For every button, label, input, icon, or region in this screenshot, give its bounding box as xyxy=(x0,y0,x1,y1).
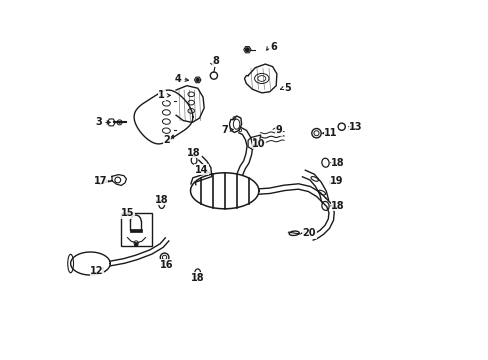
Circle shape xyxy=(311,129,321,138)
Text: 18: 18 xyxy=(330,201,344,211)
Text: 1: 1 xyxy=(158,90,165,100)
Text: 19: 19 xyxy=(329,176,343,186)
Circle shape xyxy=(115,177,121,183)
Text: 18: 18 xyxy=(187,148,201,158)
Text: 5: 5 xyxy=(284,83,290,93)
Text: 8: 8 xyxy=(212,56,219,66)
Text: 6: 6 xyxy=(269,42,276,52)
Ellipse shape xyxy=(310,177,318,181)
Circle shape xyxy=(232,117,235,120)
Ellipse shape xyxy=(321,158,328,167)
Text: 16: 16 xyxy=(160,260,174,270)
Circle shape xyxy=(117,120,122,125)
Circle shape xyxy=(337,123,345,130)
Circle shape xyxy=(134,243,137,246)
Circle shape xyxy=(238,129,241,132)
Circle shape xyxy=(245,48,249,51)
Text: 12: 12 xyxy=(90,266,103,276)
Ellipse shape xyxy=(194,269,200,277)
Ellipse shape xyxy=(321,202,328,210)
Ellipse shape xyxy=(288,231,299,235)
Ellipse shape xyxy=(159,201,164,208)
Circle shape xyxy=(160,253,168,262)
Text: 13: 13 xyxy=(348,122,362,132)
Text: 18: 18 xyxy=(330,158,344,168)
Text: 3: 3 xyxy=(95,117,102,127)
Bar xyxy=(121,213,152,246)
Text: 9: 9 xyxy=(275,125,282,135)
Text: 18: 18 xyxy=(190,273,204,283)
Text: 11: 11 xyxy=(324,128,337,138)
Text: 4: 4 xyxy=(174,74,181,84)
Text: 18: 18 xyxy=(155,195,168,205)
Text: 10: 10 xyxy=(252,139,265,149)
Circle shape xyxy=(118,121,121,123)
Circle shape xyxy=(162,255,166,260)
Text: 2: 2 xyxy=(163,135,170,145)
Ellipse shape xyxy=(318,190,325,195)
Text: 20: 20 xyxy=(302,228,315,238)
Text: 15: 15 xyxy=(121,208,134,218)
Ellipse shape xyxy=(68,254,73,273)
Bar xyxy=(129,229,142,232)
Circle shape xyxy=(313,131,318,136)
Circle shape xyxy=(196,78,199,81)
Text: 7: 7 xyxy=(221,125,227,135)
Circle shape xyxy=(134,241,138,245)
Text: 17: 17 xyxy=(94,176,107,186)
Ellipse shape xyxy=(191,156,197,164)
Circle shape xyxy=(210,72,217,79)
Text: 14: 14 xyxy=(194,165,207,175)
